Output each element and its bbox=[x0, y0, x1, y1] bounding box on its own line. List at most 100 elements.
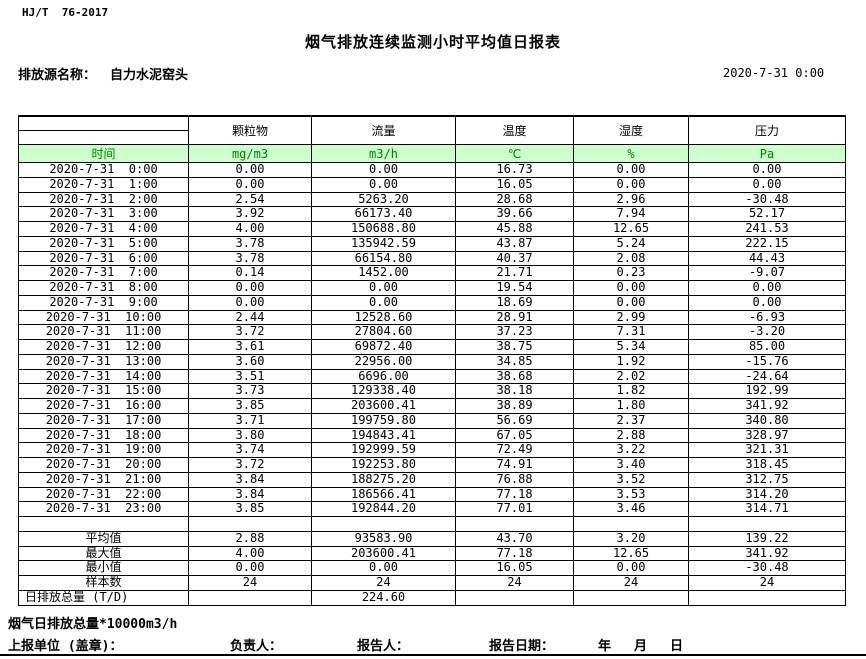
time-cell: 2020-7-31 12:00 bbox=[18, 339, 189, 355]
value-cell bbox=[573, 516, 689, 532]
table-row: 2020-7-31 15:00 3.73 129338.40 38.18 1.82 192… bbox=[18, 383, 846, 399]
unit-particulate: mg/m3 bbox=[188, 144, 312, 163]
value-cell: 314.71 bbox=[688, 501, 846, 517]
value-cell: -6.93 bbox=[688, 309, 846, 326]
header-row-top: 颗粒物 流量 温度 湿度 压力 bbox=[18, 115, 846, 145]
value-cell: -15.76 bbox=[688, 353, 846, 370]
value-cell: 2.02 bbox=[573, 368, 689, 385]
time-header: 时间 bbox=[18, 144, 189, 163]
value-cell: 0.00 bbox=[573, 280, 689, 296]
summary-row: 最大值 4.00 203600.41 77.18 12.65 341.92 bbox=[18, 545, 846, 562]
time-header-blank-top bbox=[18, 115, 189, 131]
value-cell: 3.22 bbox=[573, 442, 689, 458]
value-cell: 12.65 bbox=[573, 221, 689, 237]
hourly-rows: 2020-7-31 0:00 0.00 0.00 16.73 0.00 0.00 2020-… bbox=[18, 162, 846, 517]
value-cell: 2.96 bbox=[573, 191, 689, 208]
value-cell: 44.43 bbox=[688, 250, 846, 267]
time-cell: 2020-7-31 10:00 bbox=[18, 309, 189, 326]
table-row: 2020-7-31 12:00 3.61 69872.40 38.75 5.34 85.0… bbox=[18, 339, 846, 355]
value-cell: 40.37 bbox=[455, 250, 574, 267]
col-header-humidity: 湿度 bbox=[573, 115, 689, 145]
value-cell: 3.84 bbox=[188, 486, 312, 503]
unit-humidity: % bbox=[573, 144, 689, 163]
value-cell: 66154.80 bbox=[311, 250, 456, 267]
summary-label-cell: 样本数 bbox=[18, 575, 189, 591]
value-cell: -3.20 bbox=[688, 324, 846, 340]
value-cell: 3.60 bbox=[188, 353, 312, 370]
value-cell: 24 bbox=[455, 575, 574, 591]
value-cell: 3.72 bbox=[188, 324, 312, 340]
value-cell: 203600.41 bbox=[311, 545, 456, 562]
value-cell: 0.00 bbox=[688, 294, 846, 311]
value-cell: 12528.60 bbox=[311, 309, 456, 326]
time-cell: 2020-7-31 14:00 bbox=[18, 368, 189, 385]
value-cell: 16.05 bbox=[455, 176, 574, 193]
table-row: 2020-7-31 21:00 3.84 188275.20 76.88 3.52 312… bbox=[18, 471, 846, 488]
value-cell bbox=[573, 589, 689, 606]
value-cell: 318.45 bbox=[688, 457, 846, 473]
time-cell: 2020-7-31 16:00 bbox=[18, 398, 189, 414]
value-cell: 0.23 bbox=[573, 265, 689, 281]
time-cell: 2020-7-31 6:00 bbox=[18, 250, 189, 267]
reporter-label: 报告人： bbox=[357, 639, 410, 654]
unit-row: 时间 mg/m3 m3/h ℃ % Pa bbox=[18, 144, 846, 163]
value-cell bbox=[455, 516, 574, 532]
report-title: 烟气排放连续监测小时平均值日报表 bbox=[304, 33, 561, 51]
value-cell: 77.18 bbox=[455, 545, 574, 562]
value-cell: 6696.00 bbox=[311, 368, 456, 385]
value-cell: 2.88 bbox=[188, 530, 312, 547]
value-cell: 3.61 bbox=[188, 339, 312, 355]
value-cell: 5263.20 bbox=[311, 191, 456, 208]
value-cell: 3.92 bbox=[188, 206, 312, 222]
time-cell: 2020-7-31 22:00 bbox=[18, 486, 189, 503]
value-cell: 0.00 bbox=[573, 162, 689, 178]
value-cell: 0.00 bbox=[188, 280, 312, 296]
total-volume-note: 烟气日排放总量*10000m3/h bbox=[8, 617, 178, 632]
value-cell: 3.85 bbox=[188, 501, 312, 517]
value-cell: 3.40 bbox=[573, 457, 689, 473]
value-cell: 1452.00 bbox=[311, 265, 456, 281]
col-header-temperature: 温度 bbox=[455, 115, 574, 145]
time-header-blank-bottom bbox=[18, 130, 189, 145]
time-cell: 2020-7-31 7:00 bbox=[18, 265, 189, 281]
time-cell bbox=[18, 516, 189, 532]
value-cell: 192999.59 bbox=[311, 442, 456, 458]
source-line: 排放源名称： 自力水泥窑头 bbox=[18, 64, 188, 83]
value-cell: 3.71 bbox=[188, 412, 312, 429]
standard-code: HJ/T 76-2017 bbox=[22, 6, 109, 19]
value-cell: 340.80 bbox=[688, 412, 846, 429]
time-cell: 2020-7-31 1:00 bbox=[18, 176, 189, 193]
summary-row: 平均值 2.88 93583.90 43.70 3.20 139.22 bbox=[18, 530, 846, 547]
time-cell: 2020-7-31 17:00 bbox=[18, 412, 189, 429]
value-cell: 66173.40 bbox=[311, 206, 456, 222]
value-cell: 3.52 bbox=[573, 471, 689, 488]
value-cell: 3.73 bbox=[188, 383, 312, 399]
value-cell: 150688.80 bbox=[311, 221, 456, 237]
value-cell: 4.00 bbox=[188, 221, 312, 237]
report-unit-label: 上报单位 (盖章)： bbox=[8, 639, 123, 654]
unit-flow: m3/h bbox=[311, 144, 456, 163]
table-row: 2020-7-31 6:00 3.78 66154.80 40.37 2.08 44.43 bbox=[18, 250, 846, 267]
table-row: 2020-7-31 0:00 0.00 0.00 16.73 0.00 0.00 bbox=[18, 162, 846, 178]
table-row: 2020-7-31 8:00 0.00 0.00 19.54 0.00 0.00 bbox=[18, 280, 846, 296]
col-header-pressure: 压力 bbox=[688, 115, 846, 145]
time-cell: 2020-7-31 2:00 bbox=[18, 191, 189, 208]
table-row: 2020-7-31 22:00 3.84 186566.41 77.18 3.53 314… bbox=[18, 486, 846, 503]
table-row: 2020-7-31 23:00 3.85 192844.20 77.01 3.46 314… bbox=[18, 501, 846, 517]
value-cell: 28.91 bbox=[455, 309, 574, 326]
value-cell: 0.14 bbox=[188, 265, 312, 281]
value-cell: 0.00 bbox=[188, 294, 312, 311]
table-row: 2020-7-31 11:00 3.72 27804.60 37.23 7.31 -3.2… bbox=[18, 324, 846, 340]
value-cell: 135942.59 bbox=[311, 235, 456, 252]
value-cell: 0.00 bbox=[573, 560, 689, 576]
col-header-particulate: 颗粒物 bbox=[188, 115, 312, 145]
summary-label-cell: 平均值 bbox=[18, 530, 189, 547]
value-cell: 341.92 bbox=[688, 398, 846, 414]
value-cell: 16.05 bbox=[455, 560, 574, 576]
spacer-row bbox=[18, 516, 846, 532]
value-cell: 38.89 bbox=[455, 398, 574, 414]
table-row: 2020-7-31 13:00 3.60 22956.00 34.85 1.92 -15.… bbox=[18, 353, 846, 370]
value-cell: 0.00 bbox=[311, 280, 456, 296]
value-cell: 3.78 bbox=[188, 250, 312, 267]
value-cell: 188275.20 bbox=[311, 471, 456, 488]
